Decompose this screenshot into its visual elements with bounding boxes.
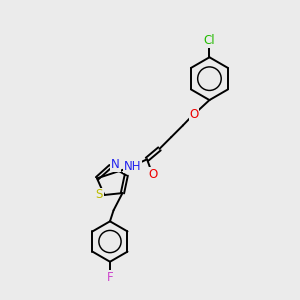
Text: Cl: Cl — [204, 34, 215, 47]
Text: O: O — [148, 168, 158, 181]
Text: S: S — [96, 188, 103, 202]
Text: NH: NH — [124, 160, 141, 172]
Text: O: O — [189, 108, 199, 121]
Text: N: N — [111, 158, 120, 171]
Text: F: F — [107, 271, 113, 284]
